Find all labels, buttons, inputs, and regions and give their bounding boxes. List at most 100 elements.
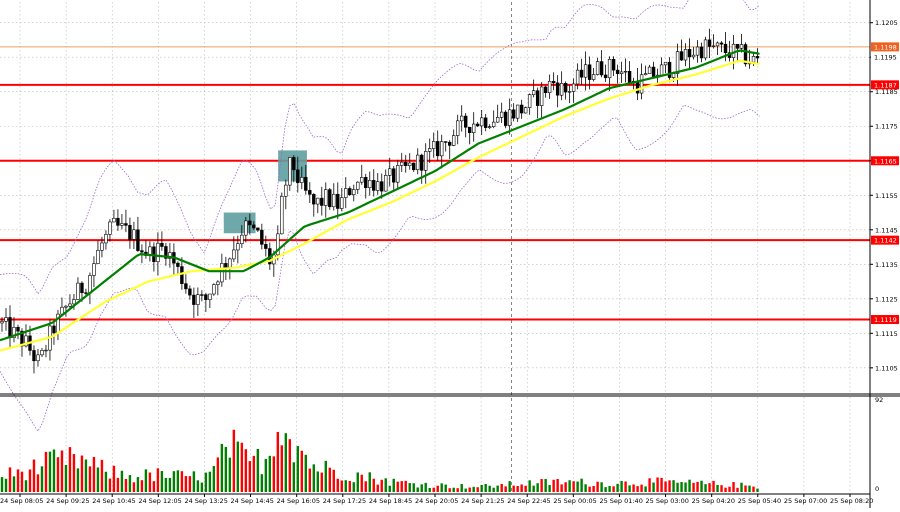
candle-body bbox=[164, 246, 168, 259]
candle-body bbox=[220, 263, 224, 283]
y-tick-label: 1.1135 bbox=[875, 261, 898, 269]
candle-body bbox=[88, 275, 92, 294]
volume-bar bbox=[652, 482, 655, 492]
candle-body bbox=[80, 282, 84, 294]
candle-body bbox=[519, 104, 524, 114]
volume-bar bbox=[328, 467, 331, 492]
y-tick-label: 1.1105 bbox=[875, 364, 898, 372]
volume-bar bbox=[240, 442, 244, 492]
volume-bar bbox=[264, 458, 268, 492]
candle-body bbox=[591, 74, 596, 80]
volume-bar bbox=[8, 467, 12, 492]
volume-bar bbox=[364, 481, 367, 492]
x-tick-label: 24 Sep 18:45 bbox=[369, 497, 412, 505]
candle-body bbox=[515, 104, 520, 119]
volume-bar bbox=[416, 487, 419, 492]
current-price-tag: 1.1195 bbox=[874, 54, 897, 62]
volume-bar bbox=[588, 486, 591, 492]
high-marker-tag-bg bbox=[871, 42, 899, 52]
volume-bar bbox=[648, 478, 651, 492]
candle-body bbox=[4, 317, 8, 322]
volume-bar bbox=[16, 469, 20, 492]
high-marker-tag: 1.1198 bbox=[874, 43, 897, 51]
candle-body bbox=[188, 288, 192, 296]
candle-body bbox=[184, 283, 188, 290]
volume-bar bbox=[212, 466, 216, 492]
candle-body bbox=[92, 263, 96, 276]
volume-zero-label: 0 bbox=[875, 485, 879, 493]
candle-body bbox=[420, 154, 424, 171]
candle-body bbox=[599, 61, 604, 76]
volume-bar bbox=[476, 487, 479, 492]
volume-bar bbox=[44, 451, 48, 492]
volume-bar bbox=[308, 468, 311, 492]
candle-body bbox=[204, 294, 208, 301]
level-tag: 1.1187 bbox=[874, 81, 897, 89]
candle-body bbox=[84, 292, 88, 294]
candle-body bbox=[735, 43, 740, 49]
volume-bar bbox=[724, 487, 727, 492]
volume-bar bbox=[188, 476, 192, 492]
candle-body bbox=[547, 80, 552, 94]
candle-body bbox=[264, 244, 268, 249]
volume-bar bbox=[524, 485, 527, 492]
x-tick-label: 24 Sep 12:05 bbox=[138, 497, 181, 505]
volume-bar bbox=[244, 449, 248, 492]
volume-bar bbox=[400, 481, 403, 492]
volume-bar bbox=[48, 451, 52, 492]
volume-bar bbox=[184, 476, 188, 492]
volume-max-label: 92 bbox=[875, 396, 883, 404]
volume-bar bbox=[0, 477, 4, 492]
volume-bar bbox=[528, 480, 531, 492]
volume-bar bbox=[504, 486, 507, 492]
volume-bar bbox=[408, 483, 411, 492]
candle-body bbox=[695, 46, 700, 56]
candle-body bbox=[236, 243, 240, 251]
volume-bar bbox=[752, 486, 755, 492]
x-tick-label: 24 Sep 09:25 bbox=[46, 497, 89, 505]
candle-body bbox=[619, 71, 624, 74]
candle-body bbox=[24, 335, 28, 347]
candle-body bbox=[408, 162, 412, 166]
level-lines bbox=[0, 46, 870, 321]
volume-bar bbox=[740, 482, 743, 492]
candle-body bbox=[280, 195, 284, 235]
volume-bar bbox=[616, 483, 619, 492]
candle-body bbox=[68, 303, 72, 307]
candle-body bbox=[751, 56, 756, 63]
volume-bar bbox=[704, 484, 707, 492]
volume-bar bbox=[556, 479, 559, 492]
volume-bar bbox=[548, 485, 551, 492]
volume-bar bbox=[488, 485, 491, 492]
volume-bar bbox=[552, 479, 555, 492]
volume-bar bbox=[448, 488, 451, 492]
candle-body bbox=[511, 109, 516, 119]
volume-bar bbox=[492, 487, 495, 492]
volume-bar bbox=[668, 480, 671, 492]
candle-body bbox=[523, 107, 528, 114]
candle-body bbox=[364, 177, 368, 188]
volume-bar bbox=[480, 484, 483, 492]
candle-body bbox=[703, 39, 708, 59]
volume-bar bbox=[292, 462, 296, 492]
axis-labels: 1.1205 1.1195 1.1185 1.1175 1.1165 1.1155 1.11… bbox=[0, 19, 899, 505]
candle-body bbox=[467, 126, 472, 133]
volume-bar bbox=[672, 480, 675, 492]
candle-body bbox=[575, 69, 580, 85]
volume-bar bbox=[84, 459, 88, 492]
volume-bar bbox=[136, 477, 140, 492]
candle-body bbox=[499, 111, 504, 118]
x-tick-label: 25 Sep 01:40 bbox=[599, 497, 642, 505]
candle-body bbox=[380, 181, 384, 192]
volume-bar bbox=[680, 482, 683, 492]
volume-bar bbox=[636, 486, 639, 492]
candle-body bbox=[208, 293, 212, 301]
volume-bar bbox=[536, 483, 539, 492]
candle-body bbox=[232, 249, 236, 260]
x-tick-label: 25 Sep 05:40 bbox=[738, 497, 781, 505]
volume-bar bbox=[684, 482, 687, 492]
candle-body bbox=[332, 193, 336, 208]
volume-bar bbox=[460, 484, 463, 492]
